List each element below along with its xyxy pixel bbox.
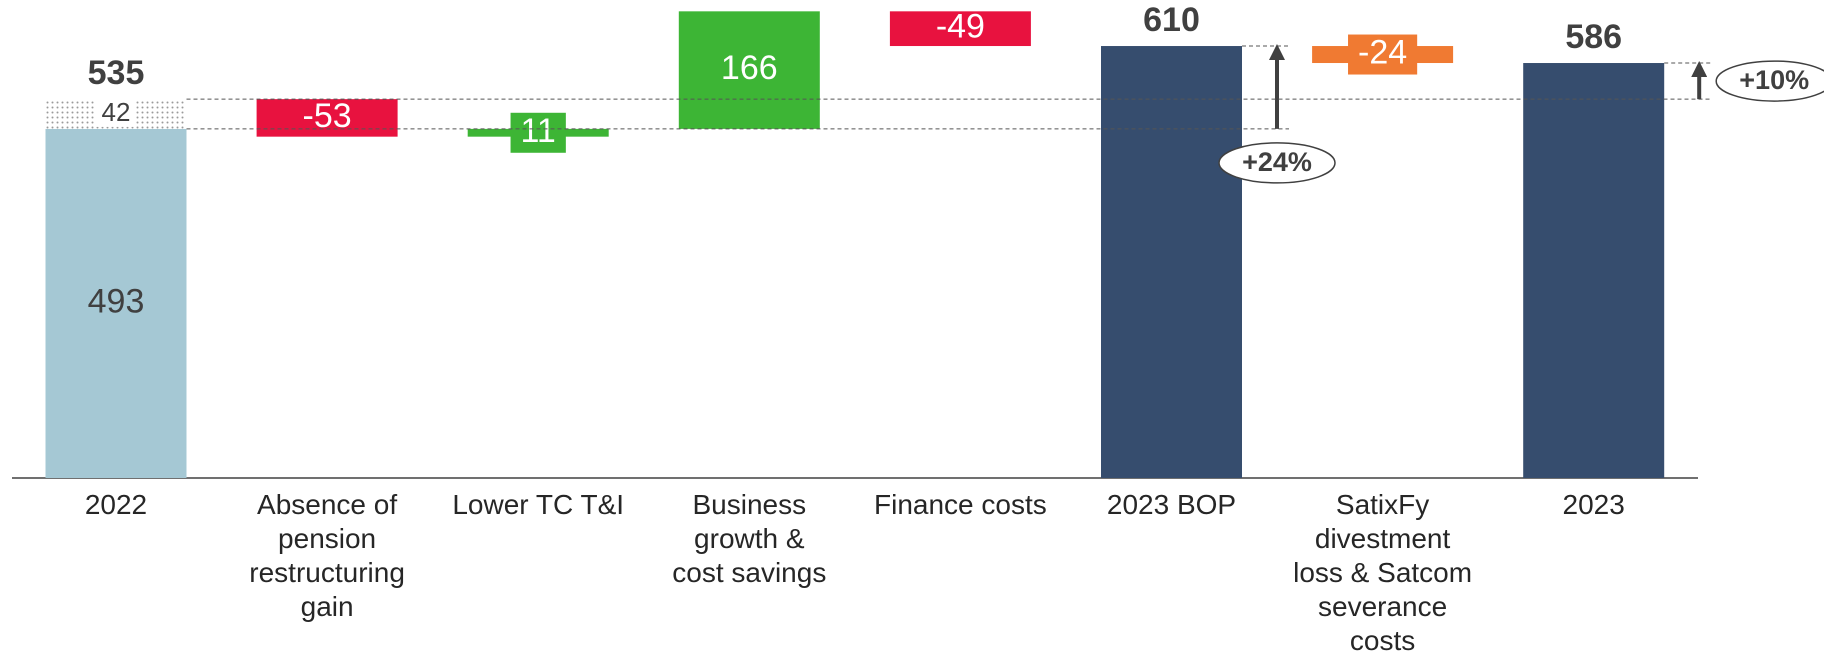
bar	[889, 11, 1031, 47]
value-label: 610	[1143, 1, 1200, 39]
value-label: 586	[1565, 18, 1622, 56]
x-tick-label: Finance costs	[874, 489, 1047, 520]
value-label-bg	[1348, 34, 1418, 75]
x-tick-label: 2023	[1562, 489, 1625, 520]
bar	[1523, 63, 1665, 479]
change-label: +24%	[1242, 147, 1312, 177]
change-badge	[1715, 60, 1824, 102]
value-label: 11	[521, 112, 556, 150]
x-tick-label: Lower TC T&I	[452, 489, 625, 520]
segment-label: 42	[102, 97, 131, 127]
bar	[45, 128, 187, 478]
value-label: 166	[721, 49, 778, 87]
x-tick-label: Business growth & cost savings	[672, 489, 827, 588]
bar	[256, 99, 398, 137]
segment-label-bg	[95, 96, 137, 127]
bar	[678, 11, 820, 129]
value-label: -24	[1358, 34, 1407, 72]
total-label: 535	[88, 54, 145, 92]
value-label: -49	[936, 8, 985, 46]
change-label: +10%	[1739, 65, 1809, 95]
x-tick-label: 2023 BOP	[1106, 489, 1237, 520]
x-tick-label: SatixFy divestment loss & Satcom severan…	[1293, 489, 1473, 656]
value-label: 493	[88, 282, 145, 320]
x-tick-label: 2022	[84, 489, 148, 520]
bar	[1101, 46, 1242, 478]
x-tick-label: Absence of pension restructuring gain	[249, 489, 405, 622]
change-badge	[1218, 142, 1336, 184]
value-label-bg	[510, 112, 566, 153]
